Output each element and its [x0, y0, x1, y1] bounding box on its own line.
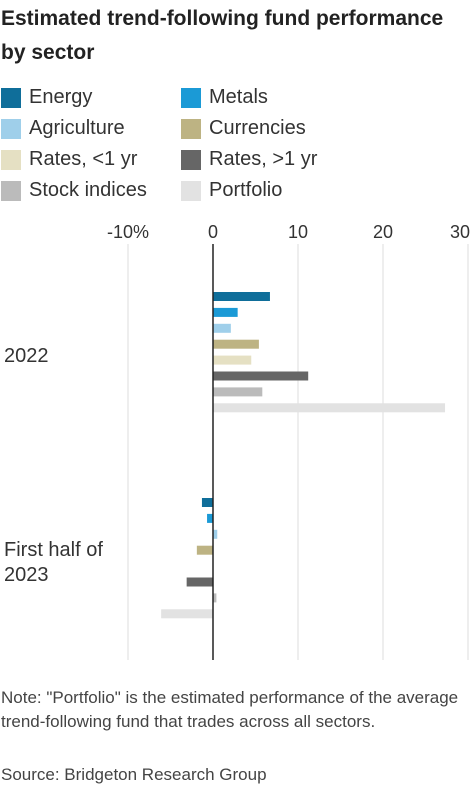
legend-label: Metals [209, 86, 268, 108]
legend-item-currencies: Currencies [181, 117, 306, 140]
bar-rates-1-yr-2022 [213, 371, 309, 381]
bar-metals-2022 [213, 307, 238, 317]
bar-agriculture-2022 [213, 323, 231, 333]
category-label: First half of 2023 [4, 539, 103, 586]
legend-item-energy: Energy [1, 86, 92, 109]
chart-source: Source: Bridgeton Research Group [1, 765, 267, 784]
x-axis-ticks: -10% 0 10 20 30 [107, 222, 470, 242]
legend-swatch [1, 87, 21, 108]
bar-stock-indices-first-half-of-2023 [213, 593, 217, 603]
bar-portfolio-first-half-of-2023 [161, 609, 213, 619]
legend-label: Portfolio [209, 179, 283, 201]
bar-rates-1-yr-2022 [213, 355, 252, 365]
bar-rates-1-yr-first-half-of-2023 [186, 577, 213, 587]
legend-label: Agriculture [29, 117, 125, 139]
x-tick-label: 30 [450, 222, 470, 242]
legend-item-portfolio: Portfolio [181, 179, 282, 202]
bar-currencies-first-half-of-2023 [196, 545, 213, 555]
legend-item-agriculture: Agriculture [1, 117, 125, 140]
bar-agriculture-first-half-of-2023 [213, 529, 218, 539]
legend-swatch [181, 149, 201, 170]
chart-note: Note: "Portfolio" is the estimated perfo… [1, 688, 459, 731]
legend-swatch [181, 118, 201, 139]
bar-portfolio-2022 [213, 403, 446, 413]
bar-energy-first-half-of-2023 [201, 498, 213, 507]
chart-title: Estimated trend-following fund performan… [1, 7, 444, 64]
bar-stock-indices-2022 [213, 387, 263, 397]
bar-energy-2022 [213, 292, 270, 301]
gridlines [127, 244, 469, 660]
legend-item-metals: Metals [181, 86, 268, 109]
bar-currencies-2022 [213, 339, 259, 349]
legend-swatch [1, 180, 21, 201]
legend-item-rates-1-yr: Rates, >1 yr [181, 148, 317, 171]
legend-swatch [181, 87, 201, 108]
x-tick-label: 10 [288, 222, 308, 242]
category-label: 2022 [4, 345, 49, 367]
legend-item-rates-1-yr: Rates, <1 yr [1, 148, 137, 171]
legend-swatch [1, 118, 21, 139]
legend-swatch [181, 180, 201, 201]
x-tick-label: -10% [107, 222, 149, 242]
legend-label: Stock indices [29, 179, 147, 201]
bar-metals-first-half-of-2023 [207, 513, 213, 523]
legend-label: Currencies [209, 117, 306, 139]
legend-label: Rates, >1 yr [209, 148, 318, 170]
x-tick-label: 20 [373, 222, 393, 242]
legend-swatch [1, 149, 21, 170]
legend: Energy Metals Agriculture Currencies Rates, … [0, 86, 474, 214]
category-labels: 2022 First half of 2023 [4, 345, 103, 586]
legend-item-stock-indices: Stock indices [1, 179, 147, 202]
legend-label: Rates, <1 yr [29, 148, 138, 170]
bar-chart: -10% 0 10 20 30 2022 First half of 2023 [4, 222, 470, 660]
x-tick-label: 0 [208, 222, 218, 242]
legend-label: Energy [29, 86, 93, 108]
bars [161, 292, 446, 619]
